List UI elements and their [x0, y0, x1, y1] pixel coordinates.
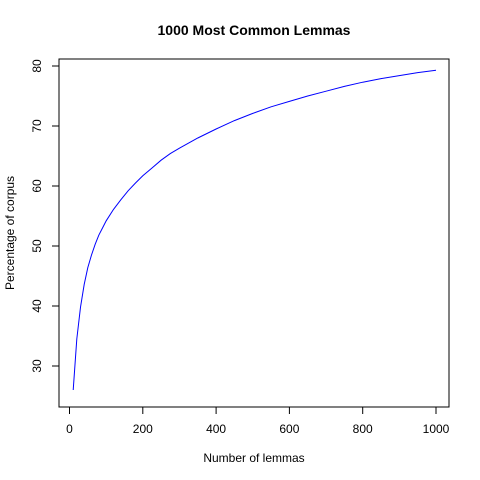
x-tick-label: 0 [66, 422, 73, 436]
x-tick-label: 200 [133, 422, 153, 436]
x-tick-label: 1000 [423, 422, 450, 436]
y-tick-label: 40 [30, 299, 44, 313]
y-tick-label: 50 [30, 239, 44, 253]
series-line-1 [72, 69, 437, 391]
x-tick-label: 400 [206, 422, 226, 436]
y-axis: 30 40 50 60 70 80 [30, 59, 60, 373]
chart-title: 1000 Most Common Lemmas [158, 22, 351, 38]
y-tick-label: 70 [30, 119, 44, 133]
y-tick-label: 80 [30, 59, 44, 73]
x-tick-label: 600 [279, 422, 299, 436]
y-tick-label: 60 [30, 179, 44, 193]
y-axis-label: Percentage of corpus [3, 176, 17, 290]
x-axis-label: Number of lemmas [203, 451, 304, 465]
x-axis: 0 200 400 600 800 1000 [66, 406, 450, 436]
plot-area-box [58, 58, 450, 408]
y-tick-label: 30 [30, 359, 44, 373]
x-tick-label: 800 [353, 422, 373, 436]
series-group [72, 69, 437, 391]
